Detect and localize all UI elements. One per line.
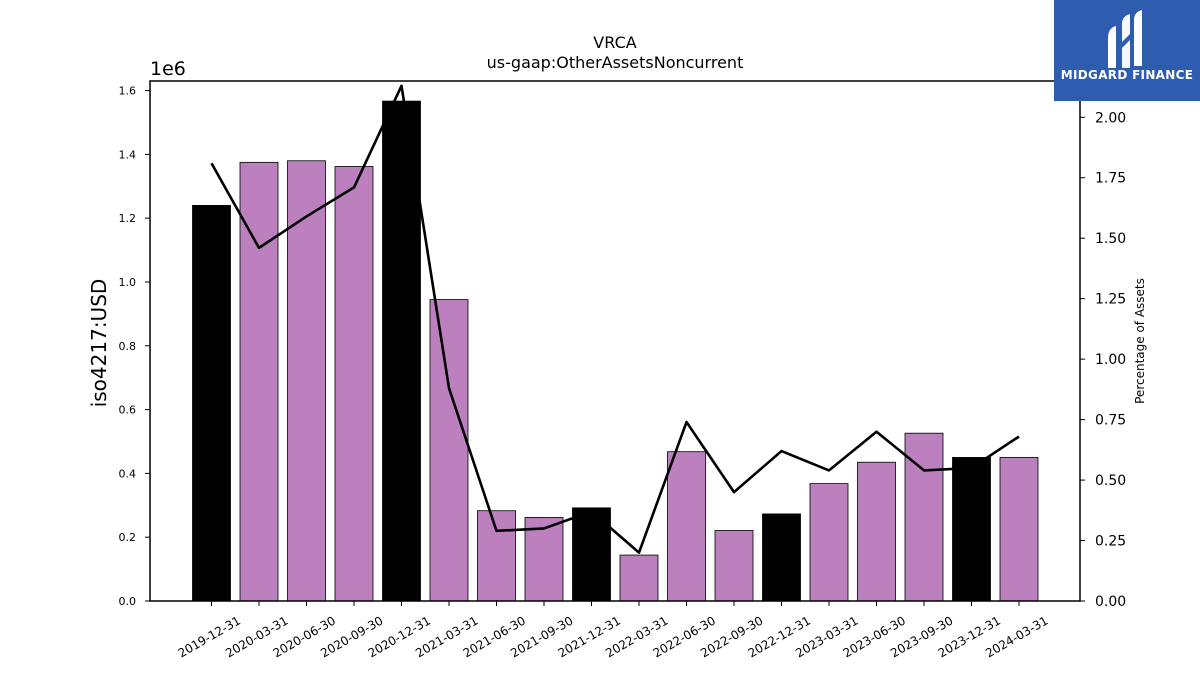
y2-tick-label: 1.00 <box>1095 352 1126 368</box>
y-tick-label: 1.4 <box>119 148 137 161</box>
y-tick-label: 1.2 <box>119 212 137 225</box>
bar <box>857 461 896 602</box>
y-tick-label: 0.4 <box>119 467 137 480</box>
y2-tick-label: 0.75 <box>1095 413 1126 429</box>
bar <box>192 205 231 602</box>
bar <box>334 166 374 602</box>
bar <box>762 513 801 602</box>
y-offset-label: 1e6 <box>150 58 186 80</box>
y2-tick-label: 1.25 <box>1095 292 1126 308</box>
y2-tick-label: 0.00 <box>1095 594 1126 610</box>
bar <box>382 100 421 602</box>
bar <box>239 161 279 602</box>
chart-title: VRCA <box>593 33 636 52</box>
bar <box>287 160 326 602</box>
y2-axis-label: Percentage of Assets <box>1133 278 1147 404</box>
bar <box>429 299 469 602</box>
y2-tick-label: 2.00 <box>1095 110 1126 126</box>
y-axis-label: iso4217:USD <box>87 279 111 408</box>
plot-frame <box>149 80 1081 602</box>
y-tick-label: 0.6 <box>119 404 137 417</box>
chart-subtitle: us-gaap:OtherAssetsNoncurrent <box>487 53 744 72</box>
bar <box>524 517 564 602</box>
bar <box>667 451 706 602</box>
y2-tick-label: 0.50 <box>1095 473 1126 489</box>
percentage-line <box>210 84 1020 554</box>
bar <box>714 530 754 602</box>
brand-name: MIDGARD FINANCE <box>1060 68 1194 82</box>
bar <box>619 554 659 602</box>
y-tick-label: 0.0 <box>119 595 137 608</box>
bar <box>477 510 516 602</box>
bar <box>952 457 991 602</box>
y-tick-label: 1.6 <box>119 85 137 98</box>
y-tick-label: 0.2 <box>119 531 137 544</box>
y2-tick-label: 0.25 <box>1095 534 1126 550</box>
y2-tick-label: 1.50 <box>1095 231 1126 247</box>
y-tick-label: 0.8 <box>119 340 137 353</box>
y2-tick-label: 1.75 <box>1095 171 1126 187</box>
bar <box>809 483 849 602</box>
bar-group <box>192 100 1039 602</box>
bar <box>999 457 1039 602</box>
brand-logo: MIDGARD FINANCE <box>1054 0 1200 101</box>
y-tick-label: 1.0 <box>119 276 137 289</box>
line-group <box>210 84 1020 554</box>
brand-mark-icon <box>1108 10 1142 68</box>
